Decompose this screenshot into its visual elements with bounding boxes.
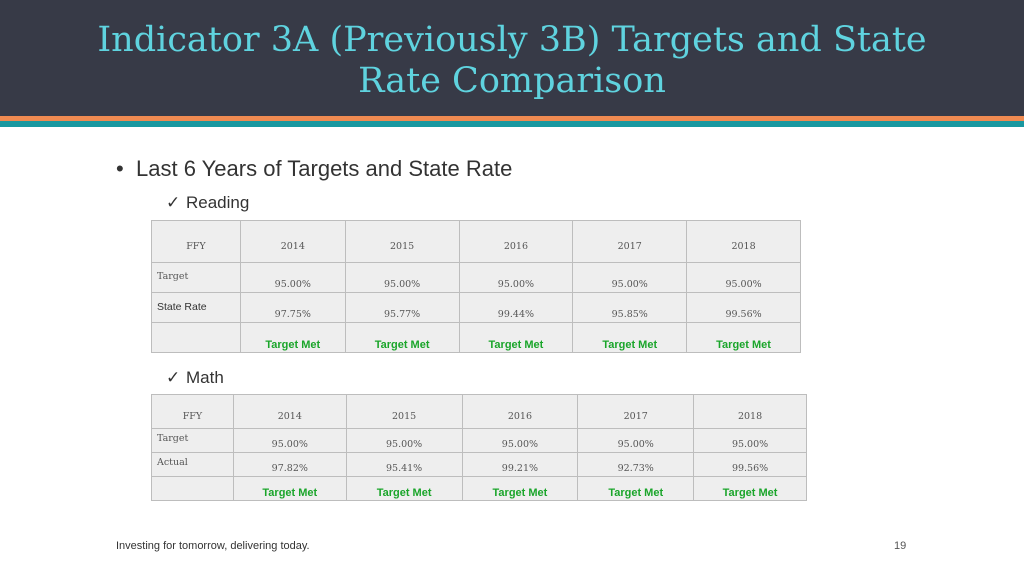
table-cell: 95.00% [577, 428, 695, 453]
row-label: Target [151, 428, 234, 453]
table-cell: 95.00% [686, 262, 801, 293]
table-header-row: FFY 2014 2015 2016 2017 2018 [151, 394, 807, 429]
math-label: Math [186, 368, 224, 387]
target-met-cell: Target Met [693, 476, 807, 501]
table-cell: 97.82% [232, 452, 347, 477]
table-row: State Rate 97.75% 95.77% 99.44% 95.85% 9… [151, 292, 801, 323]
header-cell: 2016 [461, 394, 579, 429]
table-cell: 95.00% [458, 262, 574, 293]
table-cell: 97.75% [239, 292, 346, 323]
table-row: Actual 97.82% 95.41% 99.21% 92.73% 99.56… [151, 452, 807, 477]
bullet-item: • Last 6 Years of Targets and State Rate [116, 156, 512, 182]
header-cell: 2014 [232, 394, 347, 429]
target-met-cell: Target Met [232, 476, 347, 501]
row-label: State Rate [151, 292, 241, 323]
header-cell: 2014 [239, 220, 346, 263]
table-header-row: FFY 2014 2015 2016 2017 2018 [151, 220, 801, 263]
table-row: Target Met Target Met Target Met Target … [151, 322, 801, 353]
target-met-cell: Target Met [345, 476, 463, 501]
reading-table: FFY 2014 2015 2016 2017 2018 Target 95.0… [151, 220, 801, 353]
table-cell: 99.21% [461, 452, 579, 477]
slide-title: Indicator 3A (Previously 3B) Targets and… [0, 20, 1024, 102]
footer-text: Investing for tomorrow, delivering today… [116, 540, 310, 552]
bullet-text: Last 6 Years of Targets and State Rate [136, 156, 513, 181]
table-cell: 99.56% [693, 452, 807, 477]
math-table: FFY 2014 2015 2016 2017 2018 Target 95.0… [151, 394, 807, 501]
header-cell: 2017 [572, 220, 688, 263]
header-cell: 2016 [458, 220, 574, 263]
table-row: Target 95.00% 95.00% 95.00% 95.00% 95.00… [151, 262, 801, 293]
table-cell: 95.77% [344, 292, 460, 323]
header-cell: 2017 [577, 394, 695, 429]
title-line-2: Rate Comparison [358, 61, 666, 101]
checkmark-icon: ✓ [166, 193, 181, 212]
table-row: Target Met Target Met Target Met Target … [151, 476, 807, 501]
table-cell: 95.00% [345, 428, 463, 453]
accent-stripe-teal [0, 121, 1024, 127]
target-met-cell: Target Met [572, 322, 688, 353]
table-cell: 95.41% [345, 452, 463, 477]
title-line-1: Indicator 3A (Previously 3B) Targets and… [97, 20, 927, 60]
header-cell: 2015 [344, 220, 460, 263]
row-label [151, 476, 234, 501]
table-cell: 99.56% [686, 292, 801, 323]
page-number: 19 [894, 540, 907, 552]
checkmark-icon: ✓ [166, 368, 181, 387]
table-cell: 99.44% [458, 292, 574, 323]
reading-subheading: ✓ Reading [166, 193, 249, 213]
row-label: Actual [151, 452, 234, 477]
table-cell: 95.00% [693, 428, 807, 453]
target-met-cell: Target Met [686, 322, 801, 353]
table-cell: 95.85% [572, 292, 688, 323]
bullet-icon: • [116, 156, 124, 181]
header-cell: FFY [151, 394, 234, 429]
header-cell: FFY [151, 220, 241, 263]
header-cell: 2018 [686, 220, 801, 263]
target-met-cell: Target Met [239, 322, 346, 353]
row-label: Target [151, 262, 241, 293]
target-met-cell: Target Met [577, 476, 695, 501]
target-met-cell: Target Met [458, 322, 574, 353]
row-label [151, 322, 241, 353]
reading-label: Reading [186, 193, 250, 212]
math-subheading: ✓ Math [166, 368, 224, 388]
table-cell: 95.00% [572, 262, 688, 293]
accent-stripe-orange [0, 116, 1024, 121]
table-cell: 95.00% [232, 428, 347, 453]
table-cell: 95.00% [344, 262, 460, 293]
target-met-cell: Target Met [461, 476, 579, 501]
title-bar [0, 0, 1024, 116]
table-row: Target 95.00% 95.00% 95.00% 95.00% 95.00… [151, 428, 807, 453]
table-cell: 92.73% [577, 452, 695, 477]
target-met-cell: Target Met [344, 322, 460, 353]
header-cell: 2018 [693, 394, 807, 429]
header-cell: 2015 [345, 394, 463, 429]
table-cell: 95.00% [239, 262, 346, 293]
table-cell: 95.00% [461, 428, 579, 453]
